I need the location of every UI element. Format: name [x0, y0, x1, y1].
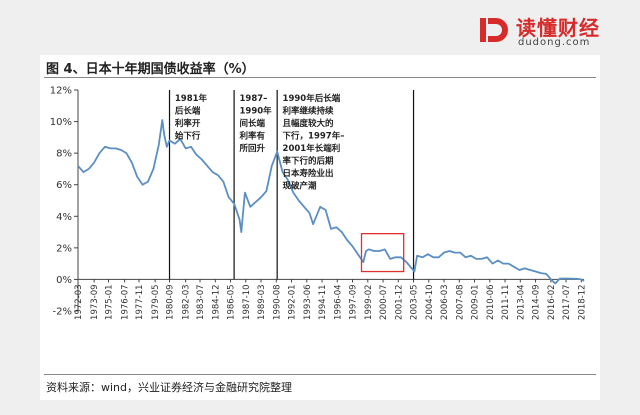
x-tick-label: 1994-11	[318, 284, 328, 320]
y-tick-label: -2%	[53, 307, 72, 318]
source-rule	[44, 374, 596, 375]
annotation-text: 始下行	[175, 131, 201, 142]
annotation-text: 日本寿险业出	[283, 168, 334, 179]
brand-mark-icon	[480, 18, 508, 42]
figure-title: 图 4、日本十年期国债收益率（%）	[46, 62, 255, 77]
y-tick-label: 12%	[50, 86, 72, 97]
x-tick-label: 1972-03	[74, 284, 84, 320]
x-tick-label: 1990-08	[272, 284, 282, 320]
annotation-text: 且幅度较大的	[283, 118, 335, 129]
x-tick-label: 1979-05	[151, 284, 161, 320]
y-tick-label: 2%	[56, 243, 72, 254]
y-tick-label: 10%	[50, 117, 72, 128]
x-tick-label: 2007-08	[455, 284, 465, 320]
annotation-text: 2001年长端利	[283, 143, 341, 154]
x-tick-label: 1982-03	[182, 284, 192, 320]
x-tick-label: 2003-05	[410, 284, 420, 320]
x-tick-label: 2001-12	[394, 284, 404, 320]
annotation-text: 后长端	[175, 106, 201, 117]
annotation-text: 现破产潮	[283, 181, 318, 192]
x-tick-label: 1986-05	[227, 284, 237, 320]
x-tick-label: 2009-01	[471, 284, 481, 320]
y-tick-label: 0%	[56, 275, 72, 286]
x-tick-label: 1989-03	[257, 284, 267, 320]
annotation-text: 1981年	[175, 93, 208, 104]
x-tick-label: 1993-06	[303, 284, 313, 320]
x-tick-label: 2010-06	[486, 284, 496, 320]
title-rule	[44, 77, 596, 78]
x-tick-label: 2011-11	[501, 284, 511, 320]
x-tick-label: 1980-09	[166, 284, 176, 320]
annotation-text: 率下行的后期	[283, 156, 335, 167]
x-tick-label: 2000-07	[379, 284, 389, 320]
y-tick-label: 6%	[56, 180, 72, 191]
x-tick-label: 1977-11	[135, 284, 145, 320]
x-tick-label: 2004-10	[425, 284, 435, 320]
yield-chart: -2% 0% 2% 4% 6% 8% 10% 12% 1972-03 1973-09 1975-01…	[50, 86, 588, 320]
yield-series-line	[77, 119, 585, 285]
x-tick-label: 1976-07	[121, 284, 131, 320]
x-tick-label: 2016-02	[547, 284, 557, 320]
annotation-text: 所回升	[238, 143, 265, 154]
annotation-text: 下行，1997年–	[283, 131, 345, 142]
x-tick-label: 1984-12	[211, 284, 221, 320]
x-tick-label: 2014-09	[532, 284, 542, 320]
annotation-text: 1987–	[239, 94, 267, 104]
y-tick-label: 8%	[56, 149, 72, 160]
annotation-text: 1990年后长端	[283, 93, 341, 104]
x-tick-label: 1975-01	[105, 284, 115, 320]
x-tick-label: 1973-09	[90, 284, 100, 320]
x-tick-label: 1996-04	[333, 284, 343, 320]
x-tick-label: 1992-01	[288, 284, 298, 320]
y-tick-label: 4%	[56, 212, 72, 223]
highlight-box	[360, 232, 405, 273]
annotation-text: 利率开	[174, 118, 201, 129]
x-tick-label: 1983-07	[196, 284, 206, 320]
annotation-text: 利率继续持续	[282, 106, 335, 117]
x-tick-label: 1997-09	[349, 284, 359, 320]
brand-domain: dudong.com	[518, 37, 591, 48]
x-tick-label: 2013-04	[516, 284, 526, 320]
annotation-text: 1990年	[239, 106, 272, 117]
x-tick-label: 2018-12	[577, 284, 587, 320]
figure-source: 资料来源：wind，兴业证券经济与金融研究院整理	[46, 381, 293, 394]
brand-name: 读懂财经	[516, 16, 600, 40]
annotation-text: 间长端	[239, 118, 265, 129]
x-tick-label: 2017-07	[562, 284, 572, 320]
x-tick-label: 1987-10	[242, 284, 252, 320]
brand-logo: 读懂财经 dudong.com	[478, 10, 628, 50]
x-tick-label: 2006-03	[440, 284, 450, 320]
figure-card: 图 4、日本十年期国债收益率（%） -2% 0% 2% 4% 6% 8% 10% 12% 197…	[40, 55, 600, 400]
x-tick-label: 1999-02	[364, 284, 374, 320]
annotation-text: 利率有	[238, 131, 265, 142]
